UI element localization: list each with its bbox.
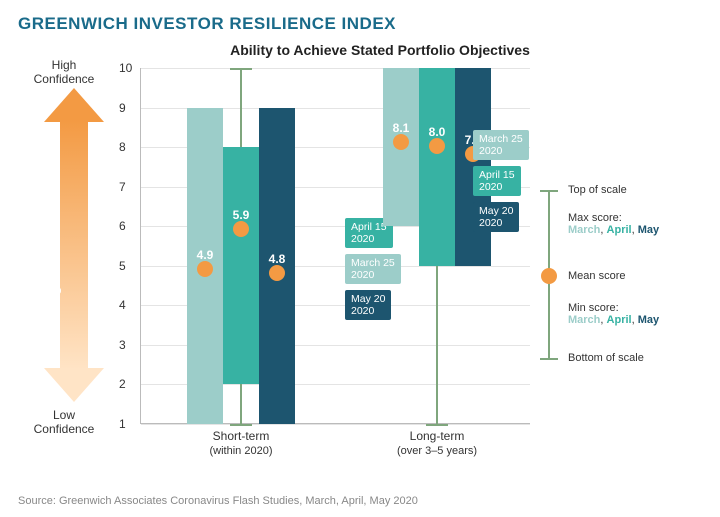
callout-short-march: March 252020 (345, 254, 401, 284)
legend-min-label: Min score: March, April, May (568, 302, 659, 326)
legend-mean-dot-icon (541, 268, 557, 284)
y-tick-label: 5 (119, 259, 126, 273)
legend-max-label: Max score: March, April, May (568, 212, 659, 236)
mean-dot-long-april (429, 138, 445, 154)
y-tick-label: 7 (119, 180, 126, 194)
y-tick-label: 8 (119, 140, 126, 154)
plot-area: 123456789104.95.94.8April 152020March 25… (140, 68, 530, 424)
mean-label: 4.9 (197, 248, 214, 262)
arrow-up-icon (44, 88, 104, 122)
mean-dot-short-may (269, 265, 285, 281)
bar-long-april (419, 68, 455, 266)
y-tick-label: 10 (119, 61, 132, 75)
legend-top-label: Top of scale (568, 184, 627, 196)
source-line: Source: Greenwich Associates Coronavirus… (18, 495, 418, 507)
chart-container: Ability to Achieve Stated Portfolio Obje… (0, 42, 720, 482)
callout-short-may: May 202020 (345, 290, 391, 320)
mean-label: 8.0 (429, 125, 446, 139)
x-label-long: Long-term(over 3–5 years) (347, 423, 527, 457)
x-label-short: Short-term(within 2020) (151, 423, 331, 457)
y-tick-label: 6 (119, 219, 126, 233)
confidence-axis: HighConfidence Degree of Confidence LowC… (10, 68, 120, 424)
whisker-cap (230, 68, 252, 70)
mean-label: 4.8 (269, 252, 286, 266)
bar-short-april (223, 147, 259, 384)
page-title: GREENWICH INVESTOR RESILIENCE INDEX (0, 0, 720, 40)
mean-label: 5.9 (233, 208, 250, 222)
y-tick-label: 4 (119, 298, 126, 312)
callout-long-march: March 252020 (473, 130, 529, 160)
y-tick-label: 2 (119, 377, 126, 391)
confidence-axis-label: Degree of Confidence (47, 177, 62, 311)
y-tick-label: 9 (119, 101, 126, 115)
legend-cap-top-icon (540, 190, 558, 192)
mean-label: 8.1 (393, 121, 410, 135)
low-confidence-label: LowConfidence (24, 408, 104, 436)
legend-cap-bottom-icon (540, 358, 558, 360)
callout-long-april: April 152020 (473, 166, 521, 196)
high-confidence-label: HighConfidence (24, 58, 104, 86)
y-tick-label: 3 (119, 338, 126, 352)
mean-dot-long-march (393, 134, 409, 150)
arrow-body (60, 120, 88, 370)
y-tick-label: 1 (119, 417, 126, 431)
legend-mean-label: Mean score (568, 270, 625, 282)
arrow-down-icon (44, 368, 104, 402)
legend-bottom-label: Bottom of scale (568, 352, 644, 364)
mean-dot-short-march (197, 261, 213, 277)
callout-long-may: May 202020 (473, 202, 519, 232)
mean-dot-short-april (233, 221, 249, 237)
chart-title: Ability to Achieve Stated Portfolio Obje… (40, 42, 720, 58)
